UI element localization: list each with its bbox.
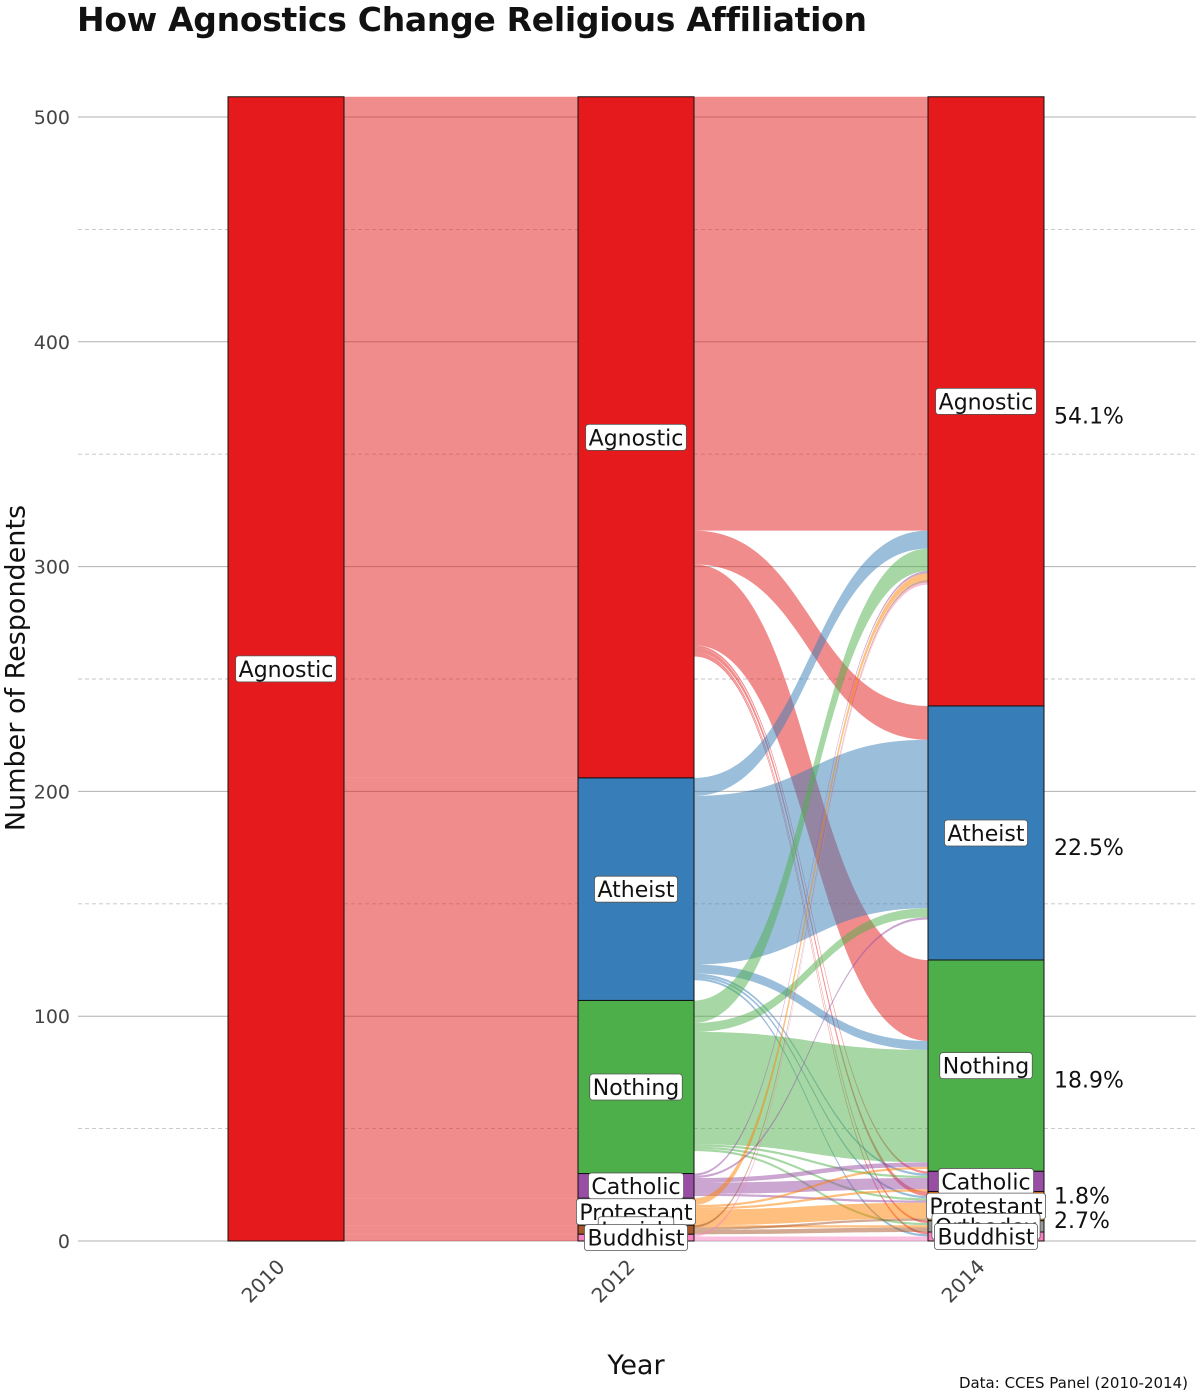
stratum-label-box-2012-atheist xyxy=(594,875,678,903)
stratum-label-2014-nothing: Nothing xyxy=(943,1055,1030,1080)
x-axis-title: Year xyxy=(607,1350,665,1381)
stratum-label-2012-agnostic: Agnostic xyxy=(589,426,684,451)
stratum-label-2014-buddhist: Buddhist xyxy=(937,1226,1034,1251)
flow-2012-protestant-to-protestant xyxy=(694,1202,928,1226)
flow-2012-protestant-to-orthodox xyxy=(694,1225,928,1228)
pct-label-catholic: 1.8% xyxy=(1054,1184,1110,1209)
flow-2012-buddhist-to-buddhist xyxy=(694,1236,928,1241)
flow-2012-agnostic-to-atheist xyxy=(694,530,928,740)
flow-2012-catholic-to-atheist xyxy=(694,917,928,1179)
flow-2012-agnostic-to-agnostic xyxy=(694,96,928,531)
flow-2012-agnostic-to-orthodox xyxy=(694,652,928,1224)
y-tick-label: 300 xyxy=(34,557,70,579)
stratum-label-2010-agnostic: Agnostic xyxy=(239,658,334,683)
flow-2012-atheist-to-agnostic xyxy=(694,530,928,796)
flow-2012-protestant-to-nothing xyxy=(694,1166,928,1208)
stratum-label-2012-buddhist: Buddhist xyxy=(587,1227,684,1252)
stratum-label-box-2014-atheist xyxy=(944,819,1028,847)
stratum-label-box-2012-agnostic xyxy=(585,423,687,451)
y-tick-label: 0 xyxy=(58,1231,70,1253)
flow-2012-atheist-to-nothing xyxy=(694,964,928,1050)
stratum-label-box-2014-agnostic xyxy=(935,387,1037,415)
stratum-label-box-2012-nothing xyxy=(589,1073,683,1101)
stratum-label-box-2012-buddhist xyxy=(584,1224,688,1252)
flow-2012-buddhist-to-agnostic xyxy=(694,582,928,1237)
y-tick-label: 200 xyxy=(34,781,70,803)
chart-title: How Agnostics Change Religious Affiliati… xyxy=(77,0,867,39)
flow-2010-agnostic-to-nothing xyxy=(344,1000,578,1174)
flow-2012-jewish-to-protestant xyxy=(694,1218,928,1230)
y-tick-label: 400 xyxy=(34,332,70,354)
flow-2012-agnostic-to-buddhist xyxy=(694,654,928,1235)
label-layer: AgnosticAgnosticAtheistNothingCatholicPr… xyxy=(235,387,1124,1252)
flow-2012-protestant-to-catholic xyxy=(694,1189,928,1210)
x-tick-label: 2014 xyxy=(937,1255,990,1308)
y-tick-label: 100 xyxy=(34,1006,70,1028)
stratum-label-2012-catholic: Catholic xyxy=(591,1175,680,1200)
stratum-label-2014-atheist: Atheist xyxy=(948,822,1025,847)
pct-label-nothing: 18.9% xyxy=(1054,1069,1124,1094)
flow-2012-nothing-to-agnostic xyxy=(694,548,928,1023)
flow-2012-protestant-to-agnostic xyxy=(694,573,928,1206)
flow-2010-agnostic-to-agnostic xyxy=(344,96,578,778)
flow-2012-atheist-to-atheist xyxy=(694,739,928,965)
y-tick-label: 500 xyxy=(34,107,70,129)
flow-2010-agnostic-to-atheist xyxy=(344,777,578,1001)
stratum-label-box-2014-nothing xyxy=(939,1052,1033,1080)
stratum-label-2012-nothing: Nothing xyxy=(593,1076,680,1101)
flow-2010-agnostic-to-catholic xyxy=(344,1173,578,1199)
flow-2012-catholic-to-agnostic xyxy=(694,571,928,1176)
flow-2012-nothing-to-nothing xyxy=(694,1031,928,1163)
flow-2010-agnostic-to-jewish xyxy=(344,1225,578,1235)
y-axis-title: Number of Respondents xyxy=(0,504,32,832)
flow-layer xyxy=(344,96,928,1241)
stratum-label-box-2014-buddhist xyxy=(934,1223,1038,1250)
stratum-label-2012-atheist: Atheist xyxy=(598,878,675,903)
x-tick-label: 2012 xyxy=(587,1255,640,1308)
flow-2010-agnostic-to-protestant xyxy=(344,1198,578,1226)
flow-2012-jewish-to-orthodox xyxy=(694,1227,928,1235)
flow-2012-catholic-to-nothing xyxy=(694,1162,928,1183)
flow-2012-nothing-to-atheist xyxy=(694,908,928,1032)
pct-label-atheist: 22.5% xyxy=(1054,836,1124,861)
stratum-label-2014-catholic: Catholic xyxy=(941,1170,1030,1195)
flow-2012-nothing-to-catholic xyxy=(694,1144,928,1179)
stratum-label-2014-agnostic: Agnostic xyxy=(939,390,1034,415)
pct-label-protestant: 2.7% xyxy=(1054,1209,1110,1234)
flow-2010-agnostic-to-buddhist xyxy=(344,1234,578,1241)
stratum-label-box-2010-agnostic xyxy=(235,655,337,683)
pct-label-agnostic: 54.1% xyxy=(1054,404,1124,429)
data-caption: Data: CCES Panel (2010-2014) xyxy=(958,1374,1188,1392)
x-tick-label: 2010 xyxy=(237,1255,290,1308)
flow-2012-jewish-to-agnostic xyxy=(694,580,928,1228)
